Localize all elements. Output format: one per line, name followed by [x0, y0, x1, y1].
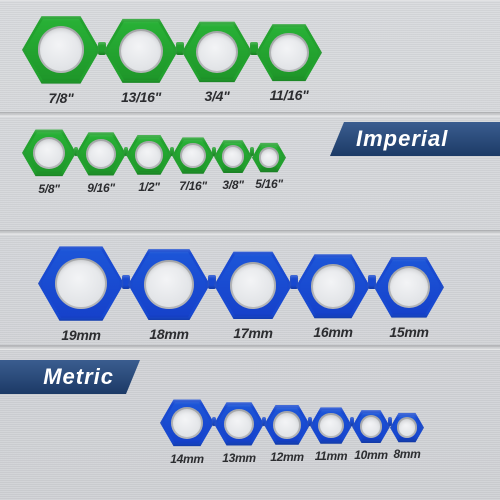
- metric-nut: 18mm: [128, 247, 210, 342]
- hex-hole: [86, 139, 116, 169]
- imperial-nut: 5/8": [22, 128, 76, 196]
- hex-icon: [104, 17, 178, 85]
- nut-size-label: 1/2": [138, 180, 159, 194]
- hex-icon: [22, 14, 100, 86]
- imperial-nut: 3/4": [182, 20, 252, 104]
- hex-icon: [252, 142, 286, 173]
- metric-banner: Metric: [0, 360, 140, 394]
- hex-hole: [311, 264, 355, 308]
- hex-hole: [269, 33, 309, 73]
- hex-hole: [388, 266, 430, 308]
- hex-icon: [76, 131, 126, 177]
- metric-row-1: 14mm 13mm 12mm 11mm 10mm 8mm: [0, 398, 500, 466]
- metric-nut: 15mm: [374, 255, 444, 339]
- hex-hole: [119, 29, 163, 73]
- hex-hole: [259, 147, 279, 167]
- imperial-nut: 1/2": [126, 134, 172, 194]
- metric-nut: 13mm: [214, 401, 264, 465]
- nut-size-label: 7/8": [49, 90, 74, 106]
- hex-icon: [264, 404, 310, 446]
- hex-hole: [318, 413, 343, 438]
- metric-nut: 8mm: [390, 412, 424, 461]
- nut-size-label: 7/16": [179, 179, 207, 193]
- imperial-nut: 3/8": [214, 139, 252, 192]
- imperial-nut: 13/16": [104, 17, 178, 105]
- hex-icon: [126, 134, 172, 176]
- nut-size-label: 14mm: [170, 452, 204, 466]
- metric-nut: 11mm: [310, 406, 352, 463]
- hex-hole: [397, 417, 417, 437]
- nut-size-label: 13mm: [222, 451, 256, 465]
- imperial-banner-label: Imperial: [356, 126, 448, 152]
- panel-ridge: [0, 112, 500, 117]
- metric-banner-label: Metric: [43, 364, 114, 390]
- imperial-nut: 11/16": [256, 22, 322, 103]
- metric-nut: 19mm: [38, 244, 124, 343]
- hex-hole: [171, 407, 203, 439]
- hex-hole: [33, 137, 65, 169]
- nut-size-label: 11/16": [270, 87, 309, 103]
- imperial-nut: 5/16": [252, 142, 286, 191]
- hex-icon: [172, 136, 214, 175]
- metric-row-0: 19mm 18mm 17mm 16mm 15mm: [0, 244, 500, 343]
- nut-size-label: 12mm: [270, 450, 304, 464]
- hex-icon: [160, 398, 214, 448]
- hex-icon: [352, 409, 390, 444]
- hex-hole: [180, 143, 205, 168]
- hex-icon: [182, 20, 252, 84]
- nut-size-label: 15mm: [389, 324, 428, 340]
- nut-size-label: 17mm: [233, 325, 272, 341]
- hex-hole: [224, 409, 254, 439]
- hex-icon: [214, 249, 292, 321]
- hex-icon: [256, 22, 322, 83]
- metric-nut: 12mm: [264, 404, 310, 464]
- hex-hole: [55, 258, 107, 310]
- metric-nut: 17mm: [214, 249, 292, 341]
- hex-hole: [196, 31, 238, 73]
- metric-nut: 14mm: [160, 398, 214, 466]
- hex-hole: [360, 415, 383, 438]
- nut-size-label: 8mm: [393, 447, 420, 461]
- nut-size-label: 11mm: [315, 449, 348, 463]
- nut-size-label: 13/16": [121, 89, 161, 105]
- hex-icon: [38, 244, 124, 323]
- hex-icon: [374, 255, 444, 319]
- hex-icon: [310, 406, 352, 445]
- metric-nut: 16mm: [296, 252, 370, 340]
- hex-icon: [128, 247, 210, 322]
- nut-size-label: 9/16": [87, 181, 115, 195]
- nut-size-label: 5/16": [255, 177, 283, 191]
- imperial-nut: 9/16": [76, 131, 126, 195]
- hex-icon: [390, 412, 424, 443]
- nut-size-label: 18mm: [149, 326, 188, 342]
- nut-size-label: 5/8": [38, 182, 59, 196]
- hex-icon: [214, 139, 252, 174]
- nut-size-label: 16mm: [313, 324, 352, 340]
- nut-size-label: 3/4": [205, 88, 230, 104]
- imperial-row-0: 7/8" 13/16" 3/4" 11/16": [0, 14, 500, 106]
- nut-size-label: 10mm: [354, 448, 388, 462]
- hex-hole: [144, 260, 193, 309]
- nut-size-label: 3/8": [222, 178, 243, 192]
- nut-size-label: 19mm: [61, 327, 100, 343]
- hex-icon: [22, 128, 76, 178]
- imperial-banner: Imperial: [330, 122, 500, 156]
- imperial-nut: 7/16": [172, 136, 214, 193]
- hex-hole: [222, 145, 245, 168]
- metric-nut: 10mm: [352, 409, 390, 462]
- panel-ridge: [0, 345, 500, 350]
- hex-hole: [273, 411, 301, 439]
- hex-hole: [135, 141, 163, 169]
- hex-icon: [296, 252, 370, 320]
- imperial-nut: 7/8": [22, 14, 100, 106]
- hex-icon: [214, 401, 264, 447]
- panel-ridge: [0, 230, 500, 235]
- hex-hole: [230, 262, 277, 309]
